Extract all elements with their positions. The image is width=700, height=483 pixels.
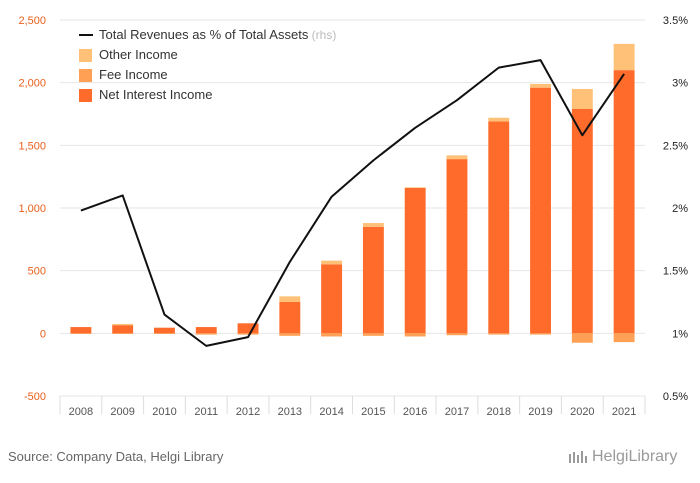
bar-other-income <box>321 260 343 265</box>
x-tick-label: 2009 <box>110 406 134 418</box>
y2-tick-label: 2% <box>672 203 688 215</box>
x-tick-label: 2015 <box>361 406 385 418</box>
y2-tick-label: 1% <box>672 328 688 340</box>
bar-fee-income <box>279 333 301 336</box>
y-tick-label: 1,000 <box>18 203 46 215</box>
bar-other-income <box>613 43 635 71</box>
x-tick-label: 2017 <box>445 406 469 418</box>
bar-other-income <box>279 296 301 302</box>
x-tick-label: 2019 <box>528 406 552 418</box>
y-tick-label: 2,000 <box>18 78 46 90</box>
axes: -500 0.5% 0 1% 500 1.5% 1,000 2% 1,500 2.5% 2,000 3… <box>18 15 688 418</box>
y-tick-label: 2,500 <box>18 15 46 27</box>
x-tick-label: 2020 <box>570 406 594 418</box>
bar-other-income <box>530 83 551 88</box>
bar-net-interest-income <box>70 327 92 334</box>
bar-net-interest-income <box>112 325 134 334</box>
bar-fee-income <box>321 333 343 337</box>
helgi-library-logo: HelgiLibrary <box>568 448 677 466</box>
legend-label: Net Interest Income <box>99 87 212 102</box>
bar-other-income <box>446 155 468 160</box>
bar-other-income <box>362 223 384 227</box>
bar-other-income <box>488 117 510 122</box>
bar-fee-income <box>195 333 217 335</box>
x-tick-label: 2021 <box>612 406 636 418</box>
bar-net-interest-income <box>488 121 510 334</box>
y-tick-label: 500 <box>28 266 46 278</box>
legend-suffix: (rhs) <box>308 28 336 42</box>
bar-fee-income <box>404 333 426 337</box>
bar-net-interest-income <box>404 187 426 334</box>
x-tick-label: 2010 <box>152 406 176 418</box>
line-total-revenues-pct-assets <box>80 59 625 347</box>
logo-text: HelgiLibrary <box>592 448 678 465</box>
bar-other-income <box>404 187 426 188</box>
line-series <box>80 59 625 347</box>
bar-fee-income <box>446 333 468 336</box>
bar-fee-income <box>571 333 593 343</box>
y2-tick-label: 2.5% <box>663 140 688 152</box>
y2-tick-label: 3.5% <box>663 15 688 27</box>
bar-net-interest-income <box>446 159 468 334</box>
bar-fee-income <box>237 333 259 335</box>
x-tick-label: 2018 <box>487 406 511 418</box>
legend-swatch-box <box>79 89 92 102</box>
bar-net-interest-income <box>530 87 551 334</box>
x-tick-label: 2013 <box>278 406 302 418</box>
x-tick-label: 2016 <box>403 406 427 418</box>
bar-fee-income <box>613 333 635 343</box>
bar-fee-income <box>362 333 384 336</box>
bar-net-interest-income <box>154 327 175 334</box>
bar-net-interest-income <box>613 70 635 334</box>
bar-fee-income <box>70 333 92 334</box>
x-tick-label: 2012 <box>236 406 260 418</box>
bar-net-interest-income <box>237 323 259 334</box>
bar-net-interest-income <box>321 264 343 334</box>
bar-fee-income <box>112 333 134 334</box>
y-tick-label: -500 <box>24 391 46 403</box>
legend: Total Revenues as % of Total Assets (rhs… <box>79 27 336 102</box>
x-tick-label: 2011 <box>194 406 218 418</box>
bars <box>70 43 635 343</box>
legend-swatch-box <box>79 69 92 82</box>
bar-net-interest-income <box>195 327 217 334</box>
library-icon <box>569 451 587 463</box>
y-tick-label: 0 <box>40 328 46 340</box>
legend-swatch-box <box>79 49 92 62</box>
legend-label: Total Revenues as % of Total Assets (rhs… <box>99 27 336 42</box>
legend-label: Other Income <box>99 47 178 62</box>
bar-net-interest-income <box>279 302 301 334</box>
bar-net-interest-income <box>571 108 593 334</box>
y2-tick-label: 3% <box>672 78 688 90</box>
y2-tick-label: 1.5% <box>663 266 688 278</box>
x-tick-label: 2014 <box>319 406 343 418</box>
legend-label: Fee Income <box>99 67 168 82</box>
x-tick-label: 2008 <box>69 406 93 418</box>
bar-net-interest-income <box>362 226 384 334</box>
bar-fee-income <box>488 333 510 335</box>
y2-tick-label: 0.5% <box>663 391 688 403</box>
y-tick-label: 1,500 <box>18 140 46 152</box>
bar-other-income <box>571 88 593 109</box>
source-note: Source: Company Data, Helgi Library <box>8 449 224 464</box>
bar-other-income <box>112 323 134 326</box>
bar-fee-income <box>154 333 175 334</box>
bar-fee-income <box>530 333 551 335</box>
